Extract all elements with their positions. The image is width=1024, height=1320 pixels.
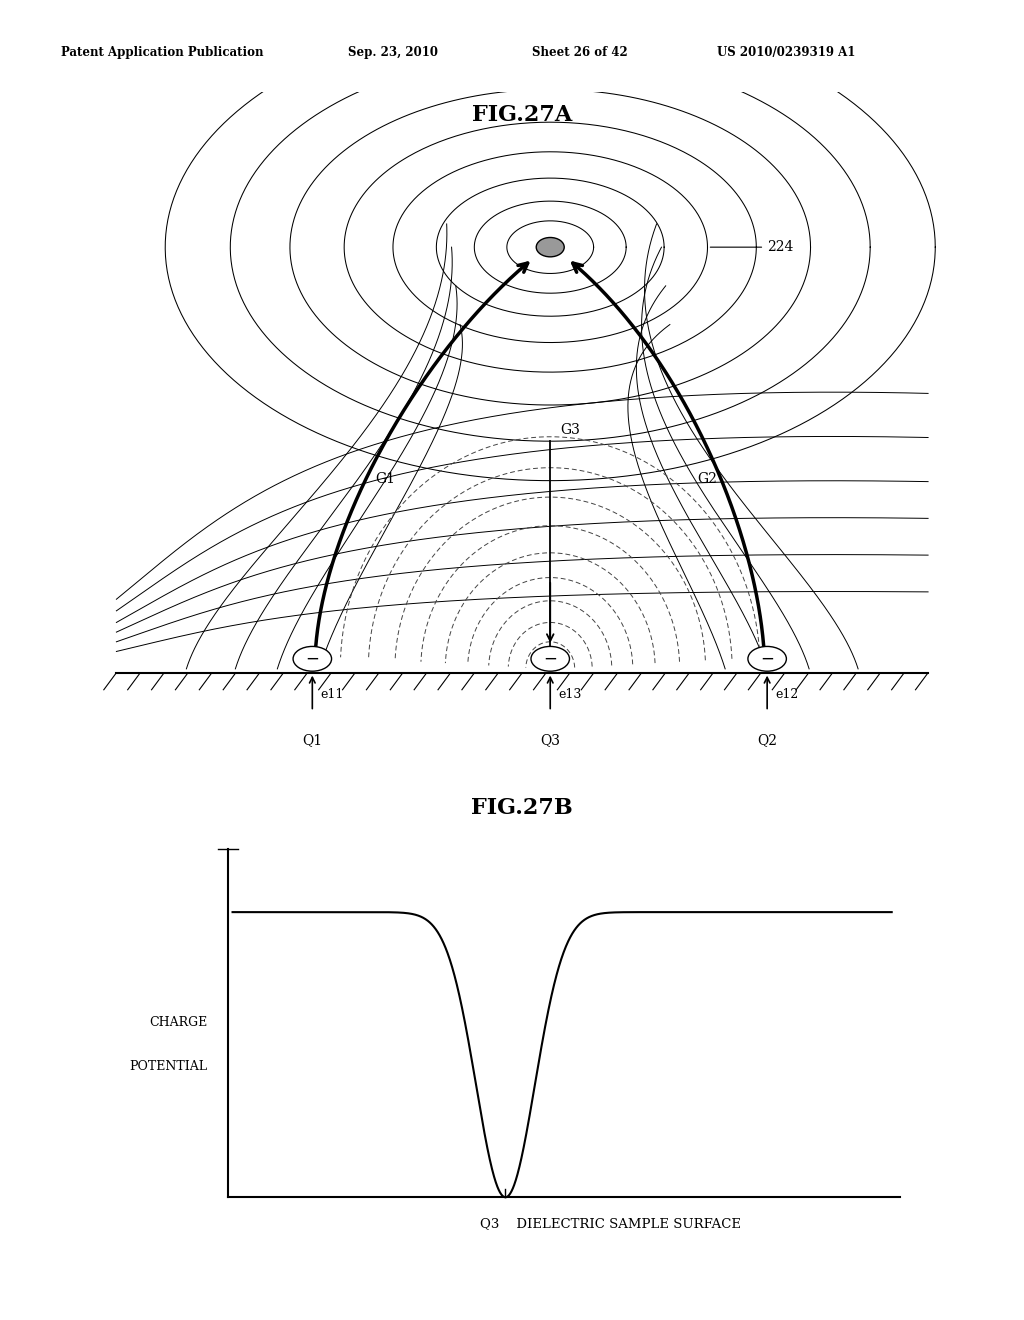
Text: CHARGE: CHARGE (150, 1016, 207, 1030)
Ellipse shape (537, 238, 564, 257)
Text: FIG.27A: FIG.27A (472, 104, 572, 125)
Ellipse shape (293, 647, 332, 671)
Ellipse shape (531, 647, 569, 671)
Ellipse shape (748, 647, 786, 671)
Text: Q3: Q3 (541, 733, 560, 747)
Text: −: − (760, 649, 774, 668)
Text: Q3    DIELECTRIC SAMPLE SURFACE: Q3 DIELECTRIC SAMPLE SURFACE (480, 1217, 741, 1230)
Text: US 2010/0239319 A1: US 2010/0239319 A1 (717, 46, 855, 59)
Text: Patent Application Publication: Patent Application Publication (61, 46, 264, 59)
Text: −: − (544, 649, 557, 668)
Text: G3: G3 (561, 422, 581, 437)
Text: Q1: Q1 (302, 733, 323, 747)
Text: G2: G2 (697, 473, 717, 486)
Text: Sheet 26 of 42: Sheet 26 of 42 (532, 46, 629, 59)
Text: e11: e11 (321, 688, 344, 701)
Text: POTENTIAL: POTENTIAL (129, 1060, 207, 1073)
Text: FIG.27B: FIG.27B (471, 797, 573, 820)
Text: e12: e12 (775, 688, 799, 701)
Text: 224: 224 (711, 240, 794, 255)
Text: −: − (305, 649, 319, 668)
Text: Sep. 23, 2010: Sep. 23, 2010 (348, 46, 438, 59)
Text: e13: e13 (559, 688, 582, 701)
Text: Q2: Q2 (757, 733, 777, 747)
Text: G1: G1 (376, 473, 395, 486)
